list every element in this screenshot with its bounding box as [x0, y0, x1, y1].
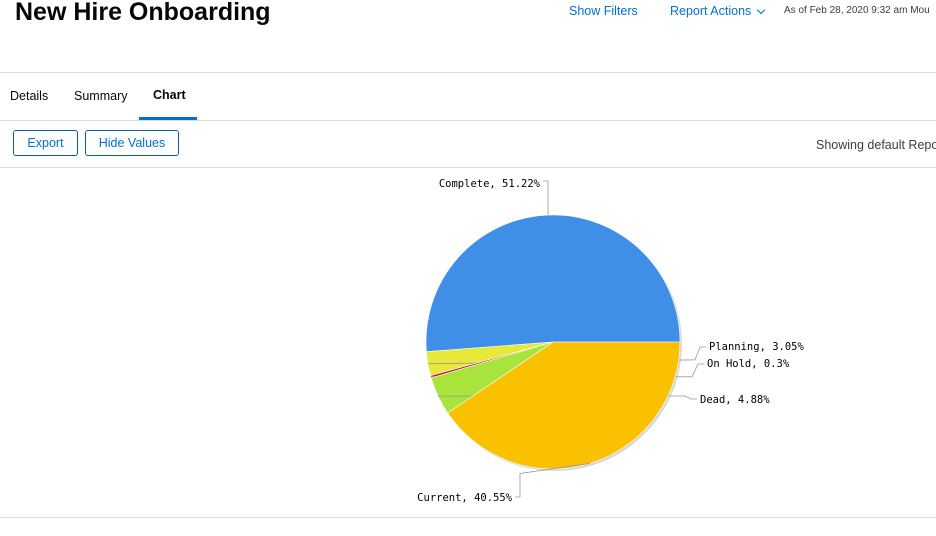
- pie-label-complete: Complete, 51.22%: [439, 178, 541, 190]
- pie-label-current: Current, 40.55%: [417, 492, 513, 504]
- chart-area: Complete, 51.22% Planning, 3.05% On Hold, …: [0, 168, 936, 518]
- chevron-down-icon: [757, 5, 766, 14]
- hide-values-button[interactable]: Hide Values: [85, 130, 179, 156]
- report-actions-label: Report Actions: [670, 4, 752, 18]
- tab-summary[interactable]: Summary: [74, 89, 128, 103]
- report-header: New Hire Onboarding Show Filters Report …: [0, 0, 936, 73]
- chart-toolbar: Export Hide Values Showing default Repor: [0, 121, 936, 168]
- report-actions-menu[interactable]: Report Actions: [670, 4, 766, 18]
- pie-slice-complete[interactable]: [425, 214, 681, 353]
- pie-label-on-hold: On Hold, 0.3%: [707, 358, 790, 370]
- as-of-timestamp: As of Feb 28, 2020 9:32 am Mou: [784, 5, 930, 16]
- export-button[interactable]: Export: [13, 130, 78, 156]
- tab-chart[interactable]: Chart: [153, 88, 186, 102]
- showing-default-text: Showing default Repor: [816, 138, 936, 152]
- tab-details[interactable]: Details: [10, 89, 49, 103]
- active-tab-indicator: [139, 117, 197, 120]
- show-filters-link[interactable]: Show Filters: [569, 4, 638, 18]
- leader-line-complete: [543, 180, 549, 216]
- leader-line-current: [515, 463, 591, 498]
- pie-chart: Complete, 51.22% Planning, 3.05% On Hold, …: [417, 178, 805, 504]
- pie-label-planning: Planning, 3.05%: [709, 341, 805, 353]
- pie-label-dead: Dead, 4.88%: [700, 394, 770, 406]
- tab-bar: Details Summary Chart: [0, 73, 936, 121]
- page-title: New Hire Onboarding: [15, 0, 271, 26]
